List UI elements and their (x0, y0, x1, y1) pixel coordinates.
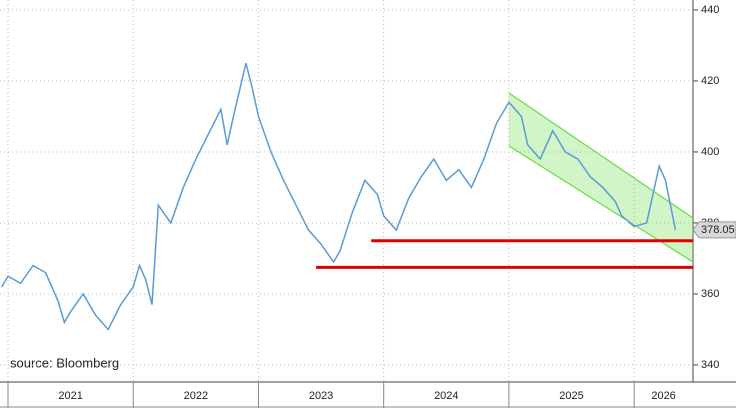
source-note: source: Bloomberg (10, 355, 119, 370)
x-tick-label: 2022 (184, 390, 208, 402)
x-tick-label: 2023 (309, 390, 333, 402)
y-tick-label: 400 (701, 146, 719, 158)
channel-line (508, 92, 694, 219)
x-tick-label: 2025 (559, 390, 583, 402)
last-value-tag (692, 221, 736, 239)
y-tick-label: 360 (701, 288, 719, 300)
channel-line (508, 145, 694, 263)
y-tick-label: 440 (701, 4, 719, 16)
last-value-label: 378.05 (701, 224, 735, 236)
x-tick-label: 2024 (434, 390, 458, 402)
y-tick-label: 420 (701, 75, 719, 87)
x-tick-label: 2021 (58, 390, 82, 402)
price-line (1, 63, 677, 331)
y-tick-label: 340 (701, 359, 719, 371)
x-tick-label: 2026 (651, 390, 675, 402)
